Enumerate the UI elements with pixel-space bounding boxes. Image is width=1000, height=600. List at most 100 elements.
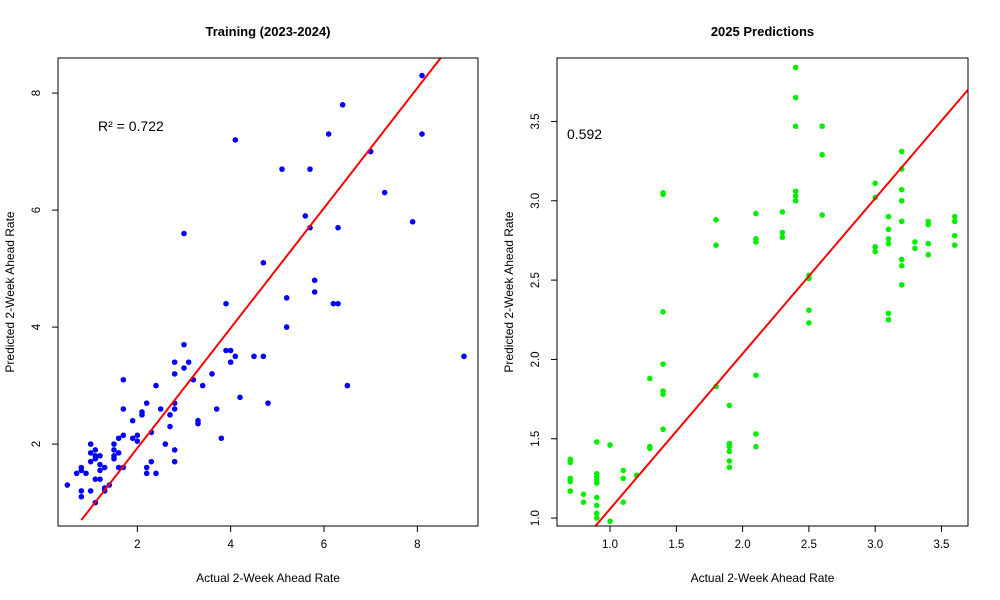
data-point (134, 432, 141, 439)
data-point (461, 353, 467, 360)
data-point (753, 372, 759, 379)
data-point (143, 470, 150, 477)
data-point (819, 151, 825, 158)
chart-title: Training (2023-2024) (206, 24, 331, 39)
data-point (593, 480, 600, 486)
data-point (792, 197, 799, 204)
data-point (925, 251, 932, 258)
data-point (78, 467, 85, 474)
data-point (129, 417, 136, 424)
data-point (726, 402, 733, 409)
data-point (199, 382, 206, 389)
data-point (885, 240, 892, 247)
plot-frame (556, 57, 969, 527)
data-point (819, 123, 825, 130)
data-point (148, 458, 155, 465)
data-point (213, 406, 220, 412)
data-point (153, 470, 159, 477)
data-point (153, 382, 159, 389)
data-point (129, 435, 136, 442)
data-point (87, 488, 94, 494)
y-tick-label: 2.5 (530, 272, 542, 288)
data-point (580, 499, 587, 506)
data-point (898, 186, 905, 193)
data-points (64, 72, 467, 506)
data-point (647, 375, 653, 382)
data-point (779, 229, 786, 236)
data-point (792, 193, 799, 199)
data-point (120, 432, 127, 439)
y-tick-label: 8 (31, 90, 43, 96)
data-point (143, 400, 150, 406)
data-point (419, 131, 425, 137)
x-tick-label: 8 (414, 539, 420, 551)
data-point (951, 232, 958, 239)
data-point (97, 467, 103, 474)
data-point (195, 420, 201, 427)
data-point (265, 400, 271, 406)
data-point (157, 406, 164, 412)
data-point (167, 423, 173, 430)
data-point (223, 300, 229, 307)
data-point (593, 502, 600, 509)
data-point (344, 382, 351, 389)
data-point (209, 371, 215, 377)
data-point (593, 439, 600, 445)
data-point (647, 445, 653, 452)
x-tick-label: 2.5 (801, 539, 817, 551)
data-point (120, 376, 127, 383)
data-point (311, 277, 318, 284)
data-point (171, 359, 178, 366)
data-point (78, 488, 85, 494)
data-point (607, 442, 613, 448)
data-point (251, 353, 257, 360)
predictions-2025-scatter-panel: 2025 Predictions Actual 2-Week Ahead Rat… (502, 24, 969, 585)
data-point (171, 458, 178, 465)
y-tick-label: 3.0 (530, 193, 542, 209)
data-point (111, 441, 117, 447)
x-tick-label: 3.5 (933, 539, 949, 551)
x-tick-label: 3.0 (867, 539, 883, 551)
data-point (409, 219, 416, 225)
data-point (335, 224, 341, 231)
data-point (753, 210, 759, 217)
data-point (339, 102, 346, 108)
chart-title: 2025 Predictions (711, 24, 814, 39)
data-point (872, 243, 878, 250)
data-point (898, 263, 905, 269)
data-point (325, 131, 332, 137)
y-tick-label: 6 (31, 207, 43, 213)
data-point (726, 458, 733, 464)
data-point (83, 470, 89, 477)
data-point (143, 464, 150, 471)
x-tick-label: 2.0 (735, 539, 751, 551)
data-point (567, 478, 574, 485)
x-tick-label: 4 (227, 539, 234, 551)
data-point (171, 406, 178, 412)
x-tick-label: 6 (321, 539, 327, 551)
data-point (819, 212, 825, 218)
x-tick-label: 1.0 (602, 539, 618, 551)
data-point (753, 443, 759, 450)
data-point (912, 245, 918, 252)
data-point (97, 453, 103, 459)
data-point (951, 213, 958, 220)
data-point (885, 316, 892, 323)
data-point (898, 218, 905, 225)
data-points (567, 64, 958, 525)
data-point (171, 371, 178, 377)
data-point (885, 213, 892, 220)
data-point (885, 310, 892, 317)
training-scatter-panel: Training (2023-2024) Actual 2-Week Ahead… (3, 24, 479, 585)
data-point (92, 455, 99, 462)
data-point (925, 240, 932, 247)
data-point (726, 448, 733, 455)
data-point (87, 450, 94, 456)
data-point (78, 493, 85, 500)
data-point (593, 510, 600, 517)
data-point (111, 455, 117, 462)
x-tick-label: 1.5 (668, 539, 684, 551)
data-point (283, 324, 290, 330)
data-point (101, 464, 108, 471)
